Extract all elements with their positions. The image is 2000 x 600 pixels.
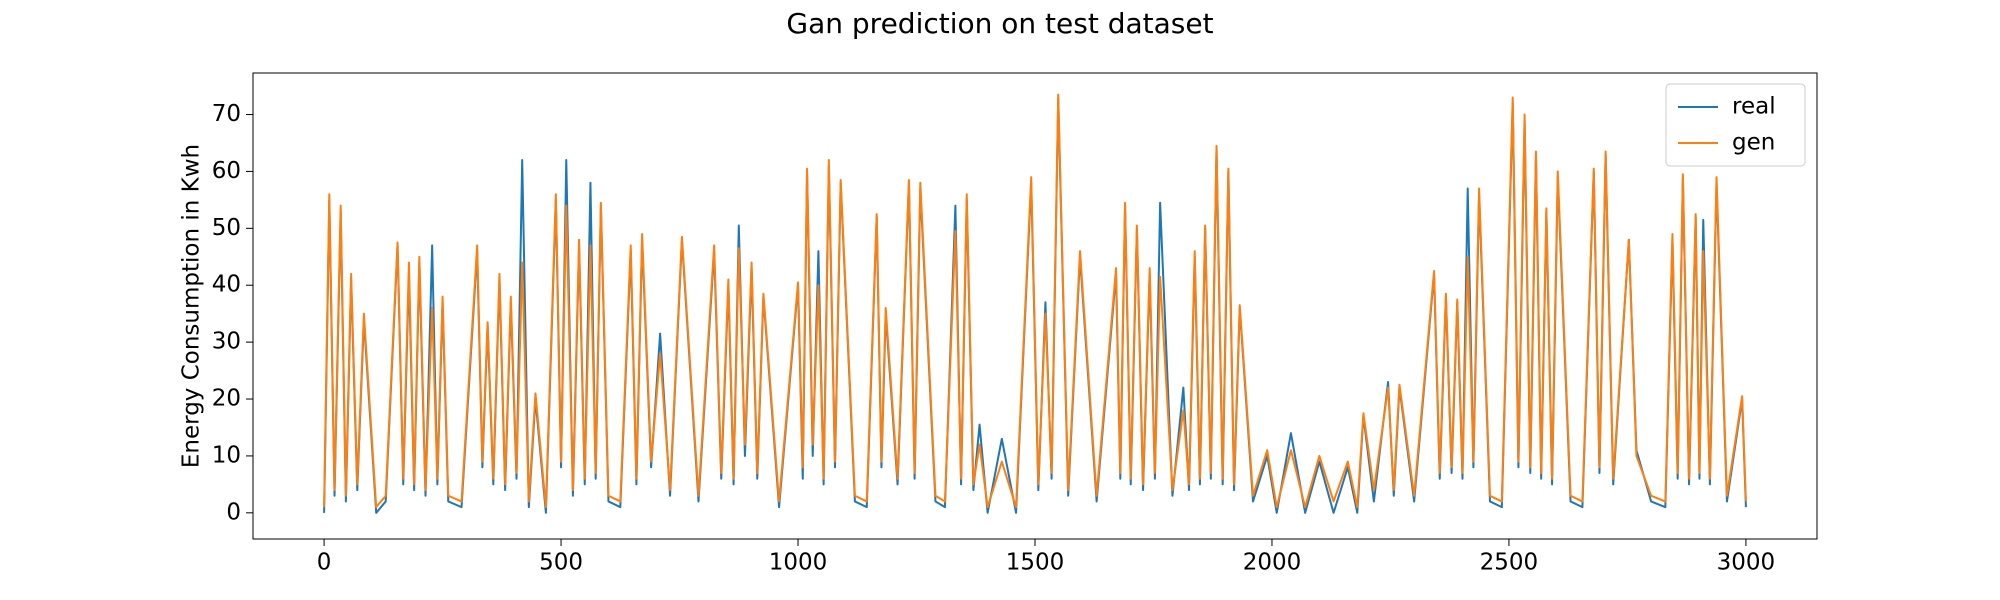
x-tick-label: 500 [539, 550, 583, 576]
x-tick-label: 1500 [1006, 550, 1065, 576]
y-tick-label: 0 [226, 499, 241, 525]
legend-box [1665, 83, 1806, 167]
y-tick-label: 40 [212, 272, 241, 298]
x-tick-label: 3000 [1717, 550, 1776, 576]
legend-label: real [1732, 94, 1776, 120]
y-tick-label: 70 [212, 101, 241, 127]
chart-title: Gan prediction on test dataset [786, 7, 1213, 40]
legend-label: gen [1732, 130, 1775, 156]
y-tick-label: 30 [212, 329, 241, 355]
x-tick-label: 2500 [1480, 550, 1539, 576]
y-axis-label: Energy Consumption in Kwh [179, 144, 205, 468]
y-tick-label: 50 [212, 215, 241, 241]
data-line [323, 93, 1747, 509]
x-tick-label: 2000 [1243, 550, 1302, 576]
y-tick-label: 10 [212, 442, 241, 468]
y-tick-label: 20 [212, 386, 241, 412]
x-tick-label: 0 [317, 550, 332, 576]
x-tick-label: 1000 [769, 550, 828, 576]
plot-frame [252, 72, 1818, 540]
y-tick-label: 60 [212, 158, 241, 184]
